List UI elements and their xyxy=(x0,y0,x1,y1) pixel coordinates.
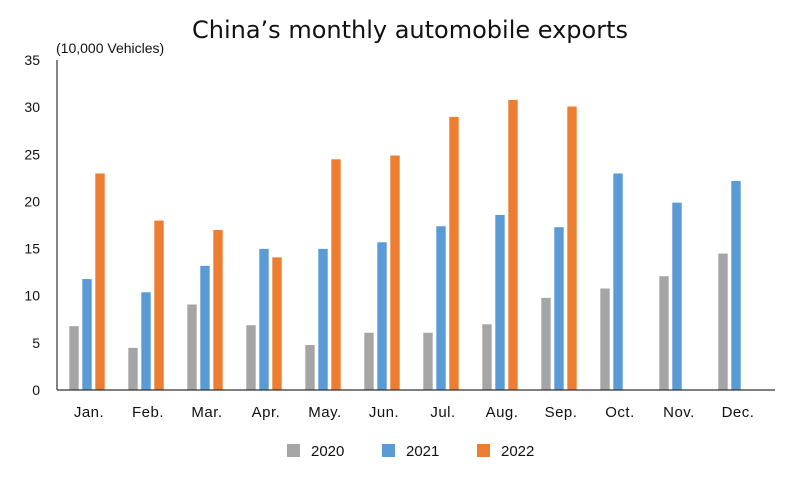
bar-2022-mar xyxy=(212,229,224,391)
x-tick-label: Mar. xyxy=(191,404,222,421)
x-tick-label: Oct. xyxy=(605,404,635,421)
legend: 2020 2021 2022 xyxy=(287,443,534,460)
y-tick-label: 25 xyxy=(24,146,40,162)
x-tick-label: Jan. xyxy=(74,404,104,421)
bar-2022-may xyxy=(330,158,342,391)
y-tick-label: 35 xyxy=(24,52,40,68)
bar-2021-oct xyxy=(612,172,624,391)
x-tick-label: Feb. xyxy=(132,404,164,421)
bar-2021-feb xyxy=(140,291,152,391)
y-tick-label: 30 xyxy=(24,99,40,115)
bar-2022-jul xyxy=(448,116,460,391)
bar-2021-nov xyxy=(671,202,683,391)
y-tick-label: 0 xyxy=(32,382,40,398)
bar-2020-apr xyxy=(245,324,257,391)
bar-2022-jan xyxy=(94,172,106,391)
bar-2021-sep xyxy=(553,226,565,391)
x-tick-label: Nov. xyxy=(663,404,695,421)
legend-swatch-2020 xyxy=(287,444,300,457)
y-tick-label: 15 xyxy=(24,241,40,257)
bar-2020-jul xyxy=(422,332,434,391)
x-tick-label: Dec. xyxy=(722,404,755,421)
bar-2021-aug xyxy=(494,214,506,391)
bar-2020-feb xyxy=(127,347,139,391)
x-tick-label: Jun. xyxy=(369,404,399,421)
bar-2020-jun xyxy=(363,332,375,391)
bar-2021-may xyxy=(317,248,329,391)
y-tick-label: 5 xyxy=(32,335,40,351)
bar-2022-apr xyxy=(271,256,283,391)
bar-2022-sep xyxy=(566,105,578,391)
bar-2020-mar xyxy=(186,303,198,391)
x-tick-label: Aug. xyxy=(486,404,519,421)
legend-label-2022: 2022 xyxy=(501,443,534,460)
bar-2020-jan xyxy=(68,325,80,391)
y-tick-label: 10 xyxy=(24,288,40,304)
legend-label-2020: 2020 xyxy=(311,443,344,460)
x-tick-label: May. xyxy=(308,404,341,421)
bar-2021-mar xyxy=(199,265,211,391)
x-tick-label: Apr. xyxy=(252,404,281,421)
bar-2021-apr xyxy=(258,248,270,391)
bar-2022-feb xyxy=(153,219,165,391)
legend-label-2021: 2021 xyxy=(406,443,439,460)
x-tick-label: Sep. xyxy=(545,404,578,421)
legend-swatch-2022 xyxy=(477,444,490,457)
bar-2020-aug xyxy=(481,323,493,391)
bar-2020-may xyxy=(304,344,316,391)
legend-swatch-2021 xyxy=(382,444,395,457)
x-tick-label: Jul. xyxy=(430,404,455,421)
bar-2020-sep xyxy=(540,297,552,391)
bar-2020-oct xyxy=(599,287,611,391)
y-tick-label: 20 xyxy=(24,193,40,209)
bar-2022-aug xyxy=(507,99,519,391)
bar-2021-jul xyxy=(435,225,447,391)
bar-2021-dec xyxy=(730,180,742,391)
bar-2020-nov xyxy=(658,275,670,391)
y-axis-label: (10,000 Vehicles) xyxy=(56,40,164,56)
bar-2021-jun xyxy=(376,241,388,391)
bar-2021-jan xyxy=(81,278,93,391)
chart-title: China’s monthly automobile exports xyxy=(192,16,628,44)
bar-2020-dec xyxy=(717,252,729,391)
bar-2022-jun xyxy=(389,154,401,391)
